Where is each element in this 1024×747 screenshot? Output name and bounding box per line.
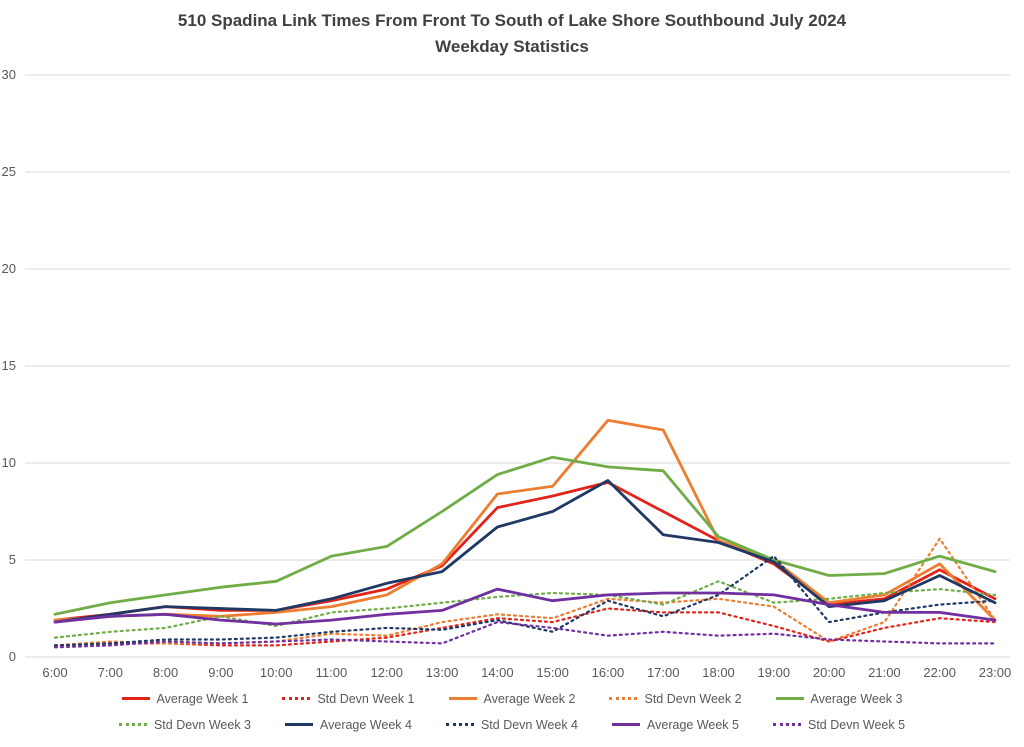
- legend-item-average-week-5: Average Week 5: [612, 718, 739, 732]
- x-tick-label: 11:00: [316, 665, 348, 679]
- legend-line-sample: [609, 697, 638, 701]
- legend-line-sample: [118, 723, 147, 727]
- legend-label: Average Week 3: [810, 691, 903, 706]
- chart-title-line2: Weekday Statistics: [435, 37, 589, 57]
- series-line-average-week-2: [53, 418, 997, 622]
- legend-label: Average Week 4: [320, 717, 412, 732]
- x-tick-label: 22:00: [923, 665, 956, 679]
- legend-label: Average Week 1: [156, 691, 249, 706]
- series-line-average-week-1: [53, 480, 997, 622]
- legend-label: Average Week 5: [647, 717, 739, 732]
- x-tick-label: 19:00: [758, 665, 791, 679]
- y-tick-label: 15: [2, 358, 16, 373]
- x-tick-label: 9:00: [208, 665, 233, 679]
- legend-label: Std Devn Week 2: [644, 691, 742, 706]
- series-line-average-week-3: [53, 455, 997, 616]
- chart-title-line1: 510 Spadina Link Times From Front To Sou…: [177, 11, 847, 30]
- legend-line-sample: [445, 723, 474, 727]
- y-tick-label: 30: [2, 67, 16, 82]
- legend-item-std-devn-week-4: Std Devn Week 4: [445, 717, 579, 732]
- x-tick-label: 20:00: [813, 665, 846, 679]
- legend-item-std-devn-week-3: Std Devn Week 3: [118, 717, 251, 732]
- x-tick-label: 18:00: [702, 665, 735, 679]
- legend-line-sample: [612, 723, 641, 727]
- chart-legend: Average Week 1 Std Devn Week 1 Average Wee…: [0, 686, 1024, 738]
- x-tick-label: 23:00: [979, 665, 1012, 679]
- x-tick-label: 8:00: [153, 665, 178, 679]
- legend-item-std-devn-week-2: Std Devn Week 2: [609, 691, 742, 706]
- legend-line-sample: [121, 697, 150, 701]
- x-axis-tick-labels: 6:00 7:00 8:00 9:00 10:00 11:00 12:00 13:00 14:0…: [42, 665, 1012, 680]
- legend-line-sample: [285, 723, 313, 727]
- legend-item-average-week-4: Average Week 4: [285, 718, 412, 732]
- series-line-std-devn-week-1: [53, 607, 997, 647]
- x-tick-label: 10:00: [260, 665, 293, 679]
- legend-line-sample: [282, 697, 311, 701]
- y-tick-label: 0: [9, 649, 16, 664]
- legend-label: Std Devn Week 5: [807, 717, 906, 732]
- series-line-average-week-5: [53, 587, 997, 626]
- y-axis-tick-labels: 0 5 10 15 20 25 30: [2, 67, 16, 664]
- x-tick-label: 16:00: [592, 665, 625, 679]
- x-tick-label: 21:00: [868, 665, 901, 679]
- legend-label: Average Week 2: [483, 691, 576, 706]
- y-tick-label: 20: [2, 261, 16, 276]
- y-tick-label: 5: [9, 552, 16, 567]
- gridlines: [25, 74, 1010, 658]
- legend-item-std-devn-week-5: Std Devn Week 5: [772, 717, 906, 732]
- y-tick-label: 25: [2, 164, 16, 179]
- series-line-std-devn-week-4: [53, 554, 997, 647]
- legend-row: Average Week 1 Std Devn Week 1 Average Wee…: [0, 686, 1024, 712]
- link-times-line-chart: 0 5 10 15 20 25 30 6:00 7:00 8:00 9:00 10:00 11:00 12…: [2, 67, 1012, 680]
- legend-line-sample: [772, 723, 801, 727]
- legend-item-std-devn-week-1: Std Devn Week 1: [282, 691, 415, 706]
- legend-label: Std Devn Week 1: [317, 691, 415, 706]
- x-tick-label: 7:00: [98, 665, 123, 679]
- legend-label: Std Devn Week 3: [153, 717, 251, 732]
- legend-row: Std Devn Week 3 Average Week 4 Std Devn We…: [0, 712, 1024, 738]
- series-line-std-devn-week-5: [53, 620, 997, 649]
- legend-item-average-week-3: Average Week 3: [775, 691, 903, 706]
- x-tick-label: 15:00: [536, 665, 569, 679]
- x-tick-label: 14:00: [481, 665, 514, 679]
- legend-item-average-week-2: Average Week 2: [448, 691, 576, 706]
- legend-line-sample: [448, 697, 477, 701]
- x-tick-label: 17:00: [647, 665, 680, 679]
- legend-line-sample: [775, 697, 804, 701]
- chart-title: 510 Spadina Link Times From Front To Sou…: [0, 0, 1024, 61]
- legend-item-average-week-1: Average Week 1: [121, 691, 249, 706]
- x-tick-label: 12:00: [370, 665, 403, 679]
- legend-label: Std Devn Week 4: [480, 717, 579, 732]
- y-tick-label: 10: [2, 455, 16, 470]
- x-tick-label: 13:00: [426, 665, 459, 679]
- x-tick-label: 6:00: [42, 665, 67, 679]
